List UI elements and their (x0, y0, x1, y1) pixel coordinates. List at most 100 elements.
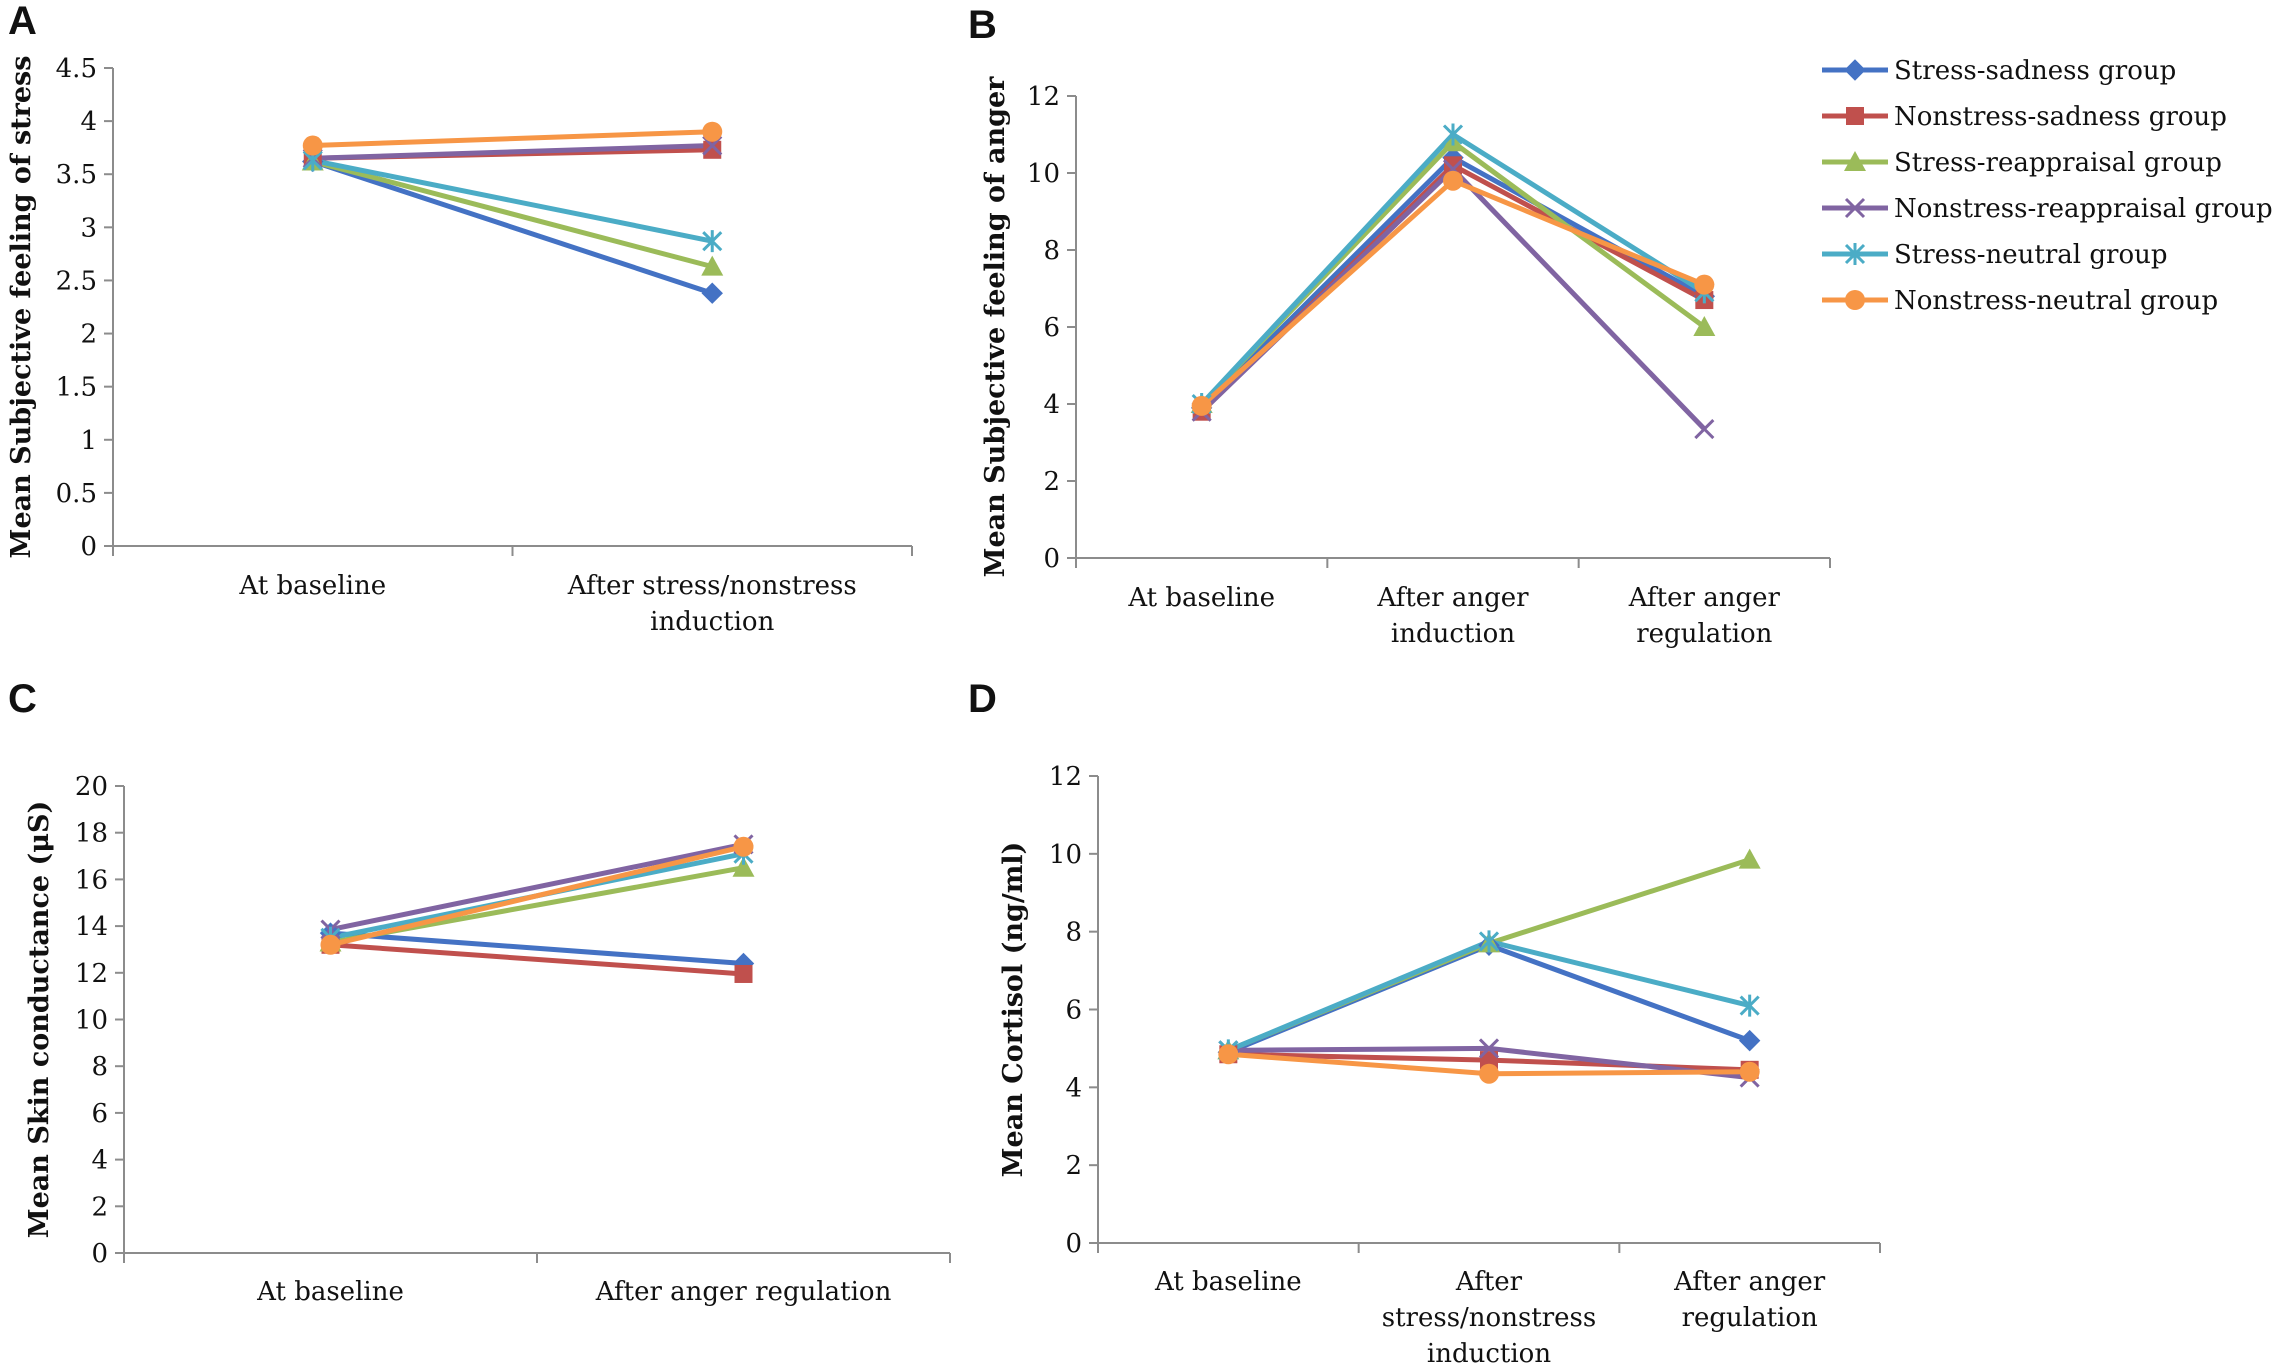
y-tick-label: 20 (75, 772, 108, 802)
y-axis-title: Mean Cortisol (ng/ml) (998, 842, 1029, 1178)
legend-label: Nonstress-neutral group (1894, 286, 2218, 316)
panel-b: B 0 2 4 6 8 10 12 At baseline After anger inductio… (968, 3, 1831, 649)
data-point (1694, 274, 1715, 295)
series-line (1199, 162, 1706, 414)
data-point (1218, 1044, 1239, 1065)
series-line (329, 844, 745, 948)
legend-label: Nonstress-sadness group (1894, 102, 2227, 132)
series-line (312, 159, 713, 270)
data-point (1191, 395, 1212, 416)
legend: Stress-sadness group Nonstress-sadness gr… (1822, 56, 2273, 316)
panel-letter: A (8, 0, 37, 43)
y-tick-label: 0 (1065, 1229, 1082, 1259)
data-point (1479, 1063, 1499, 1084)
data-point (1739, 1061, 1760, 1082)
data-point (1478, 1038, 1500, 1059)
data-point (734, 964, 753, 983)
x-category-label: After anger regulation (595, 1277, 892, 1307)
series-line (1199, 178, 1706, 408)
y-tick-label: 4 (80, 107, 97, 137)
y-tick-label: 0 (1043, 544, 1060, 574)
legend-marker (1844, 151, 1866, 171)
data-point (701, 282, 723, 304)
series-line (1227, 942, 1751, 1055)
data-point (1739, 994, 1760, 1017)
y-tick-label: 2 (1043, 467, 1060, 497)
y-tick-label: 6 (1043, 313, 1060, 343)
data-point (320, 934, 341, 955)
series-line (1227, 938, 1751, 1053)
y-tick-label: 4 (1043, 390, 1060, 420)
data-point (1738, 1029, 1761, 1052)
data-point (701, 255, 724, 276)
data-point (1480, 1051, 1498, 1070)
y-tick-label: 1 (80, 426, 97, 456)
y-tick-label: 18 (75, 819, 108, 849)
x-category-label: After stress/nonstress induction (1382, 1267, 1597, 1369)
y-tick-label: 1.5 (56, 373, 97, 403)
legend-marker (1844, 243, 1866, 265)
y-tick-label: 12 (1027, 82, 1060, 112)
data-point (1738, 848, 1761, 869)
data-point (1693, 316, 1716, 336)
series-line (312, 143, 713, 161)
legend-item: Nonstress-sadness group (1822, 102, 2227, 132)
legend-marker (1844, 197, 1866, 219)
data-point (733, 836, 754, 857)
data-point (732, 856, 755, 877)
legend-label: Stress-sadness group (1894, 56, 2176, 86)
panel-letter: D (968, 677, 997, 721)
x-category-label: After anger induction (1376, 583, 1529, 649)
series-line (312, 157, 713, 244)
y-axis-title: Mean Subjective feeling of stress (6, 56, 37, 559)
series-line (1199, 166, 1707, 431)
panel-c: C 0 2 4 6 8 10 12 14 16 18 20 At baseline After anger… (8, 677, 951, 1307)
y-tick-label: 8 (1065, 918, 1082, 948)
x-category-label: After anger regulation (1673, 1267, 1826, 1333)
data-point (1694, 418, 1715, 440)
legend-marker (1845, 290, 1865, 310)
x-category-label: At baseline (256, 1277, 404, 1307)
y-tick-label: 3.5 (56, 160, 97, 190)
y-tick-label: 6 (91, 1099, 108, 1129)
y-tick-label: 2 (80, 320, 97, 350)
x-category-label: At baseline (1154, 1267, 1302, 1297)
x-category-label: After stress/nonstress induction (567, 571, 857, 637)
panel-d: D 0 2 4 6 8 10 12 At baseline After stress/nonstre… (968, 677, 1881, 1369)
legend-item: Nonstress-neutral group (1822, 286, 2218, 316)
series-line (329, 841, 745, 933)
data-point (1442, 123, 1464, 146)
y-axis-title: Mean Skin conductance (μS) (24, 801, 55, 1239)
series-line (330, 930, 744, 966)
y-tick-label: 3 (80, 213, 97, 243)
y-tick-label: 8 (1043, 236, 1060, 266)
y-tick-label: 6 (1065, 996, 1082, 1026)
data-point (302, 135, 323, 156)
data-point (1444, 156, 1462, 175)
y-tick-label: 4.5 (56, 54, 97, 84)
y-tick-label: 4 (91, 1146, 108, 1176)
legend-item: Nonstress-reappraisal group (1822, 194, 2273, 224)
data-point (703, 140, 722, 159)
y-tick-label: 2 (91, 1192, 108, 1222)
panel-letter: B (968, 3, 997, 47)
y-tick-label: 0 (80, 532, 97, 562)
panel-a: A 0 0.5 1 1.5 2 2.5 3 3.5 4 4.5 At baseline After st… (6, 0, 913, 637)
y-tick-label: 0.5 (56, 479, 97, 509)
y-tick-label: 2.5 (56, 266, 97, 296)
legend-item: Stress-neutral group (1822, 240, 2168, 270)
y-tick-label: 2 (1065, 1151, 1082, 1181)
y-tick-label: 8 (91, 1052, 108, 1082)
legend-label: Stress-reappraisal group (1894, 148, 2222, 178)
legend-label: Stress-neutral group (1894, 240, 2168, 270)
y-tick-label: 12 (75, 959, 108, 989)
legend-label: Nonstress-reappraisal group (1894, 194, 2273, 224)
legend-item: Stress-sadness group (1822, 56, 2176, 86)
data-point (702, 121, 723, 142)
series-line (330, 942, 744, 977)
series-line (311, 159, 714, 296)
data-point (702, 230, 723, 253)
series-line (312, 129, 713, 149)
series-line (1199, 155, 1706, 410)
